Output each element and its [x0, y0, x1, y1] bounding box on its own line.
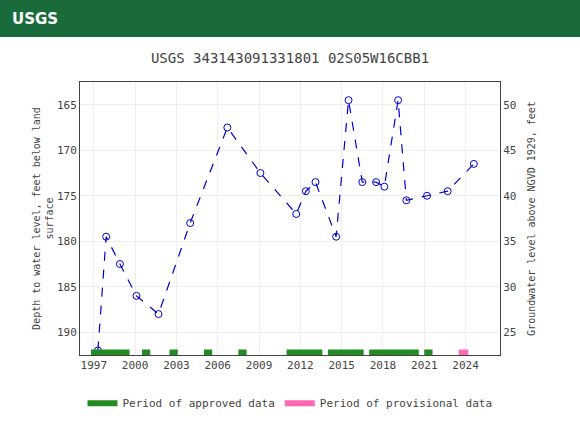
svg-text:40: 40: [503, 190, 516, 203]
svg-text:25: 25: [503, 326, 516, 339]
svg-text:2000: 2000: [122, 359, 149, 372]
svg-text:2015: 2015: [328, 359, 355, 372]
svg-text:180: 180: [57, 235, 77, 248]
svg-text:2018: 2018: [370, 359, 397, 372]
svg-text:45: 45: [503, 144, 516, 157]
svg-text:185: 185: [57, 281, 77, 294]
svg-text:Period of approved data: Period of approved data: [123, 397, 275, 410]
svg-text:2006: 2006: [204, 359, 231, 372]
svg-text:USGS 343143091331801 02S05W16C: USGS 343143091331801 02S05W16CBB1: [151, 50, 429, 66]
svg-text:2003: 2003: [163, 359, 190, 372]
html-text:USGS: USGS: [12, 9, 59, 28]
svg-text:190: 190: [57, 326, 77, 339]
svg-text:Depth to water level, feet bel: Depth to water level, feet below landsur…: [31, 107, 55, 330]
svg-text:2012: 2012: [287, 359, 314, 372]
svg-text:170: 170: [57, 144, 77, 157]
svg-text:165: 165: [57, 99, 77, 112]
svg-text:Groundwater level above NGVD 1: Groundwater level above NGVD 1929, feet: [526, 101, 537, 336]
svg-text:35: 35: [503, 235, 516, 248]
svg-text:175: 175: [57, 190, 77, 203]
svg-text:30: 30: [503, 281, 516, 294]
svg-text:Period of provisional data: Period of provisional data: [320, 397, 492, 410]
svg-text:1997: 1997: [81, 359, 108, 372]
svg-text:2021: 2021: [411, 359, 438, 372]
svg-text:2009: 2009: [246, 359, 273, 372]
svg-text:2024: 2024: [452, 359, 479, 372]
svg-text:50: 50: [503, 99, 516, 112]
